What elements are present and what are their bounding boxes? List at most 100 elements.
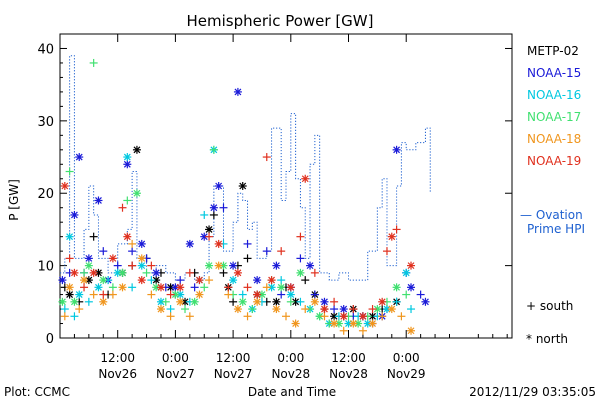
y-tick-label: 10 <box>37 260 54 275</box>
point-south <box>108 290 117 299</box>
point-north <box>205 261 214 270</box>
point-north <box>233 87 242 96</box>
point-north <box>80 276 89 285</box>
point-south <box>330 297 339 306</box>
point-north <box>407 326 416 335</box>
x-tick-time: 0:00 <box>393 351 420 365</box>
point-north <box>301 174 310 183</box>
point-south <box>301 276 310 285</box>
point-south <box>84 297 93 306</box>
point-north <box>267 283 276 292</box>
point-north <box>214 182 223 190</box>
point-south <box>243 283 252 292</box>
point-south <box>402 290 411 299</box>
legend: METP-02 NOAA-15 NOAA-16 NOAA-17 NOAA-18 NOAA-… <box>520 44 585 346</box>
point-north <box>272 305 281 314</box>
point-north <box>176 283 185 292</box>
x-axis-ticks: 12:00 Nov26 0:00 Nov27 12:00 Nov27 0:00 Nov28 12… <box>73 34 508 381</box>
point-north <box>238 182 247 190</box>
footer-right: 2012/11/29 03:35:05 <box>469 385 596 399</box>
point-south <box>378 312 387 321</box>
point-north <box>132 189 141 198</box>
point-north <box>349 319 358 328</box>
legend-ovation-line2: Prime HPI <box>527 222 585 236</box>
point-north <box>58 276 67 285</box>
point-south <box>200 283 209 292</box>
point-north <box>291 319 300 328</box>
point-north <box>75 153 84 162</box>
point-south <box>358 326 367 335</box>
point-south <box>113 261 122 270</box>
point-south <box>310 290 319 299</box>
point-north <box>229 276 238 285</box>
point-south <box>147 261 156 270</box>
point-north <box>94 196 103 205</box>
plot-frame <box>59 33 513 339</box>
ovation-hpi-step-line <box>60 55 431 281</box>
point-south <box>60 312 69 321</box>
x-tick-day: Nov27 <box>214 367 253 381</box>
point-south <box>310 268 319 277</box>
point-south <box>262 153 271 162</box>
point-north <box>402 268 411 277</box>
point-south <box>147 290 156 299</box>
point-south <box>219 268 228 277</box>
point-south <box>147 276 156 285</box>
legend-entry: METP-02 <box>527 44 579 58</box>
point-south <box>80 268 89 277</box>
point-north <box>137 254 146 263</box>
point-north <box>118 268 127 277</box>
point-north <box>339 305 348 314</box>
point-south <box>219 203 228 212</box>
point-south <box>209 145 218 154</box>
point-north <box>368 319 377 328</box>
legend-entry: NOAA-16 <box>527 88 581 102</box>
point-north <box>387 232 396 241</box>
point-north <box>156 283 165 292</box>
x-tick-day: Nov27 <box>156 367 195 381</box>
point-south <box>397 312 406 321</box>
point-north <box>253 297 262 306</box>
point-north <box>152 268 161 277</box>
point-south <box>70 312 79 321</box>
point-north <box>214 261 223 270</box>
point-south <box>176 276 185 285</box>
point-north <box>392 145 401 154</box>
point-south <box>416 290 425 299</box>
point-north <box>306 261 315 270</box>
point-north <box>209 203 218 212</box>
point-south <box>166 312 175 321</box>
y-axis-label: P [GW] <box>7 179 21 221</box>
x-tick-time: 12:00 <box>100 351 135 365</box>
point-north <box>70 268 79 277</box>
point-north <box>65 290 74 299</box>
series-noaa-15 <box>58 87 430 328</box>
point-south <box>185 312 194 321</box>
point-north <box>339 312 348 321</box>
point-north <box>75 290 84 299</box>
point-north <box>272 297 281 306</box>
legend-south: + south <box>526 299 573 313</box>
x-tick-time: 12:00 <box>216 351 251 365</box>
series-noaa-19 <box>60 153 416 321</box>
x-tick-time: 12:00 <box>331 351 366 365</box>
y-tick-label: 0 <box>46 332 54 347</box>
point-north <box>421 297 430 306</box>
point-south <box>243 239 252 248</box>
point-south <box>301 305 310 314</box>
point-north <box>358 312 367 321</box>
point-south <box>392 297 401 306</box>
point-north <box>378 297 387 306</box>
x-tick-day: Nov28 <box>271 367 310 381</box>
point-north <box>267 276 276 285</box>
series-noaa-16 <box>60 145 416 328</box>
point-south <box>248 305 257 314</box>
point-north <box>229 261 238 270</box>
point-south <box>205 276 214 285</box>
point-south <box>224 283 233 292</box>
point-north <box>84 261 93 270</box>
point-south <box>128 261 137 270</box>
point-north <box>70 297 79 306</box>
point-south <box>282 312 290 321</box>
point-south <box>181 305 190 314</box>
